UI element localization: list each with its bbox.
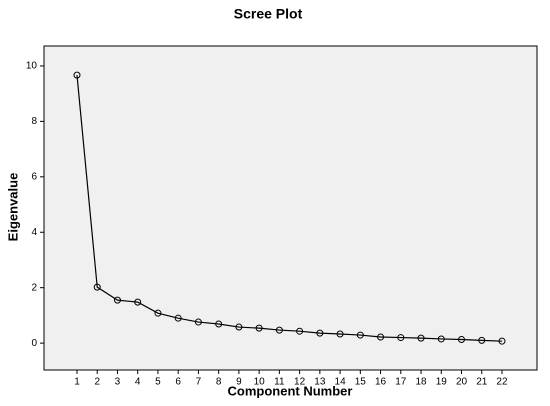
data-point (458, 336, 466, 344)
y-tick-label: 8 (31, 116, 37, 127)
data-point (478, 336, 486, 344)
x-tick-label: 18 (415, 377, 427, 388)
data-point (134, 298, 142, 306)
y-tick-label: 10 (26, 61, 38, 72)
x-tick-label: 20 (456, 377, 468, 388)
data-point (73, 71, 81, 79)
data-point (194, 318, 202, 326)
x-tick-label: 7 (196, 377, 202, 388)
data-point (498, 337, 506, 345)
plot-area (43, 45, 538, 371)
data-line (76, 75, 503, 342)
x-tick-label: 17 (395, 377, 407, 388)
x-tick-label: 9 (236, 377, 242, 388)
data-point (316, 329, 324, 337)
x-tick-label: 12 (294, 377, 306, 388)
data-point (437, 335, 445, 343)
data-point (377, 333, 385, 341)
x-tick-label: 6 (175, 377, 181, 388)
y-tick-label: 2 (31, 282, 37, 293)
x-tick-label: 5 (155, 377, 161, 388)
x-axis-label: Component Number (228, 383, 353, 398)
data-point (275, 326, 283, 334)
x-tick-label: 10 (254, 377, 266, 388)
y-tick-label: 4 (31, 227, 37, 238)
x-tick-label: 21 (476, 377, 488, 388)
data-point (174, 314, 182, 322)
x-tick-label: 2 (94, 377, 100, 388)
x-tick-label: 14 (335, 377, 347, 388)
data-point (215, 320, 223, 328)
x-tick-label: 1 (74, 377, 80, 388)
data-point (113, 296, 121, 304)
data-point (356, 331, 364, 339)
x-tick-label: 3 (115, 377, 121, 388)
data-point (255, 324, 263, 332)
x-tick-label: 8 (216, 377, 222, 388)
data-point (235, 323, 243, 331)
data-point (93, 283, 101, 291)
x-tick-label: 16 (375, 377, 387, 388)
data-point (154, 309, 162, 317)
x-tick-label: 19 (436, 377, 448, 388)
data-point (336, 330, 344, 338)
x-tick-label: 4 (135, 377, 141, 388)
x-tick-label: 11 (274, 377, 285, 388)
y-axis-label: Eigenvalue (5, 173, 20, 242)
y-tick-label: 0 (31, 338, 37, 349)
x-tick-label: 22 (496, 377, 508, 388)
data-point (296, 327, 304, 335)
chart-title: Scree Plot (234, 6, 303, 22)
data-point (417, 334, 425, 342)
y-tick-label: 6 (31, 171, 37, 182)
data-point (397, 334, 405, 342)
x-tick-label: 13 (314, 377, 326, 388)
x-tick-label: 15 (355, 377, 367, 388)
